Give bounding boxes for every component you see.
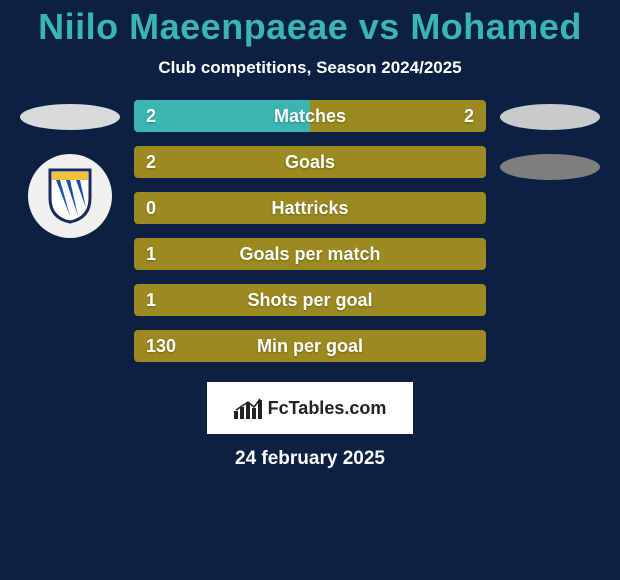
- stat-label: Hattricks: [271, 198, 348, 219]
- stat-bar: 1 Goals per match: [134, 238, 486, 270]
- stat-bars: 2 Matches 2 2 Goals 0 Hattricks 1 Goals per matc…: [134, 100, 486, 362]
- logo-text: FcTables.com: [268, 398, 387, 419]
- page-title: Niilo Maeenpaeae vs Mohamed: [0, 0, 620, 48]
- stat-bar: 0 Hattricks: [134, 192, 486, 224]
- stat-right-value: 2: [464, 100, 474, 132]
- stat-bar: 2 Matches 2: [134, 100, 486, 132]
- stat-left-value: 1: [146, 284, 156, 316]
- left-player-col: [20, 100, 120, 238]
- right-player-oval-top: [500, 104, 600, 130]
- stat-left-value: 2: [146, 100, 156, 132]
- stat-label: Matches: [274, 106, 346, 127]
- stat-bar: 1 Shots per goal: [134, 284, 486, 316]
- stat-bar: 2 Goals: [134, 146, 486, 178]
- image-root: Niilo Maeenpaeae vs Mohamed Club competi…: [0, 0, 620, 580]
- right-player-col: [500, 100, 600, 180]
- stat-left-value: 1: [146, 238, 156, 270]
- page-subtitle: Club competitions, Season 2024/2025: [0, 58, 620, 78]
- stat-left-value: 2: [146, 146, 156, 178]
- stat-left-value: 0: [146, 192, 156, 224]
- stat-label: Shots per goal: [247, 290, 372, 311]
- stat-bar: 130 Min per goal: [134, 330, 486, 362]
- date-text: 24 february 2025: [0, 448, 620, 470]
- stat-left-value: 130: [146, 330, 176, 362]
- left-player-oval: [20, 104, 120, 130]
- bar-chart-icon: [234, 397, 262, 419]
- right-player-oval-bot: [500, 154, 600, 180]
- stat-label: Goals: [285, 152, 335, 173]
- shield-icon: [48, 168, 92, 224]
- left-club-badge: [28, 154, 112, 238]
- fctables-logo: FcTables.com: [207, 382, 413, 434]
- stat-label: Goals per match: [239, 244, 380, 265]
- content-row: 2 Matches 2 2 Goals 0 Hattricks 1 Goals per matc…: [0, 100, 620, 362]
- stat-label: Min per goal: [257, 336, 363, 357]
